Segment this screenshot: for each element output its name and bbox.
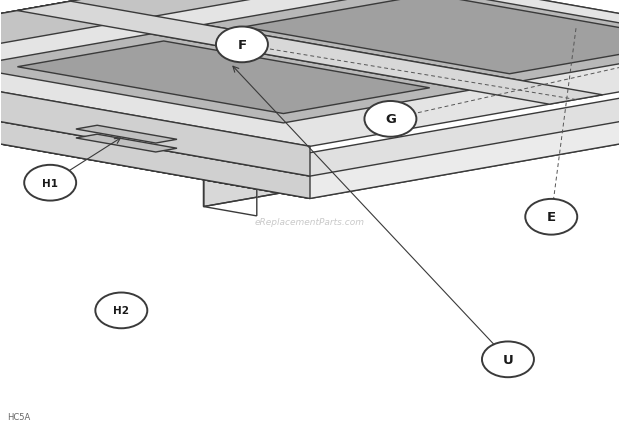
Polygon shape [244,0,620,75]
Polygon shape [0,35,469,124]
Polygon shape [0,13,620,153]
Polygon shape [0,0,620,147]
Polygon shape [0,0,310,106]
Text: H2: H2 [113,306,130,316]
Text: eReplacementParts.com: eReplacementParts.com [255,217,365,226]
Polygon shape [417,31,620,114]
Circle shape [482,342,534,377]
Polygon shape [203,87,620,207]
Polygon shape [0,0,310,83]
Polygon shape [376,31,620,94]
Text: HC5A: HC5A [7,412,30,421]
Circle shape [24,165,76,201]
Polygon shape [203,87,620,190]
Polygon shape [17,2,603,105]
Text: U: U [503,353,513,366]
Polygon shape [0,21,417,124]
Text: H1: H1 [42,178,58,188]
Text: F: F [237,39,247,52]
Polygon shape [17,42,430,114]
Text: E: E [547,211,556,224]
Polygon shape [0,83,310,199]
Polygon shape [0,21,363,142]
Circle shape [216,27,268,63]
Polygon shape [76,126,177,144]
Polygon shape [0,12,620,199]
Polygon shape [203,0,620,82]
Circle shape [95,293,148,328]
Polygon shape [0,0,620,177]
Circle shape [525,199,577,235]
Text: G: G [385,113,396,126]
Circle shape [365,102,417,138]
Polygon shape [0,54,310,177]
Polygon shape [76,135,177,153]
